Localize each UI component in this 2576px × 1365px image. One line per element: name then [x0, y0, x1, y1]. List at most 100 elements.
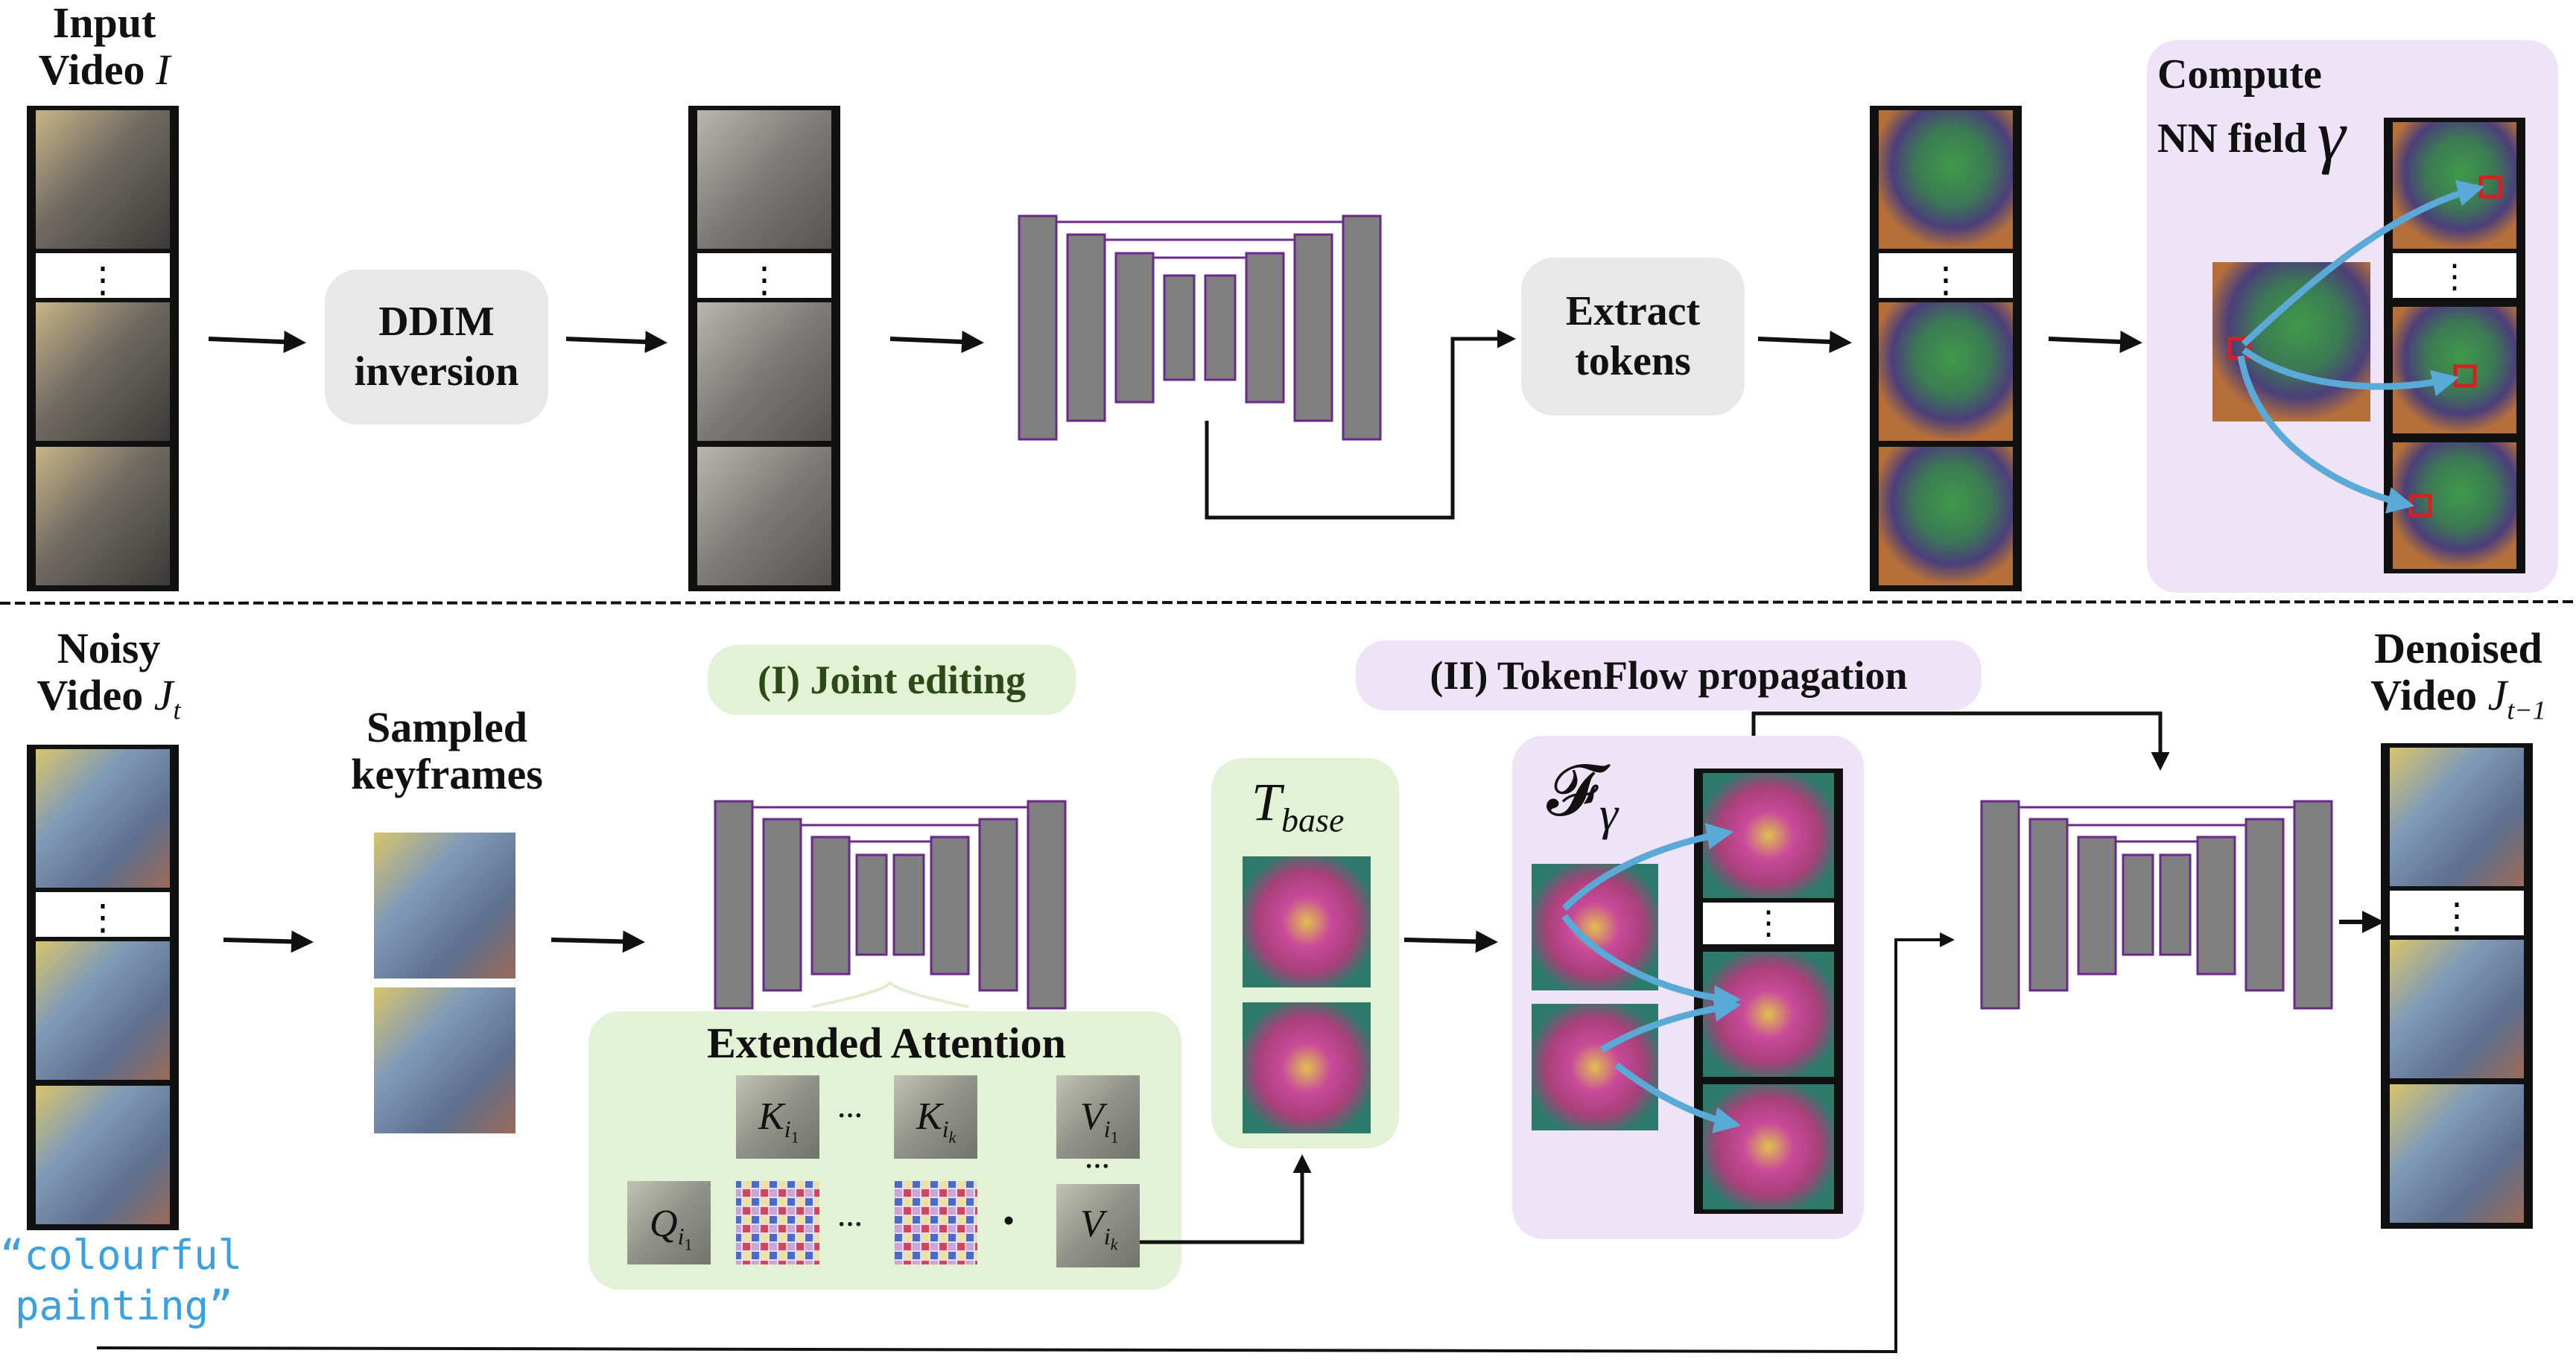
unet-top [1018, 214, 1382, 441]
k-last-label: Kik [916, 1095, 956, 1148]
input-video-line2: Video [38, 45, 145, 94]
feature-filmstrip: ⋮ [1870, 106, 2022, 591]
noisy-video-subscript: t [173, 695, 181, 725]
svg-text:⋮: ⋮ [2438, 258, 2471, 295]
input-frame-1 [36, 110, 170, 249]
extract-tokens-box: Extract tokens [1521, 258, 1745, 416]
tokenflow-propagation-pill: (II) TokenFlow propagation [1356, 640, 1982, 710]
svg-text:⋮: ⋮ [2439, 897, 2475, 936]
svg-text:⋮: ⋮ [746, 261, 782, 300]
input-video-filmstrip: ⋮ [27, 106, 179, 591]
unet-joint-editing [714, 800, 1067, 1010]
text-prompt: “colourful painting” [0, 1230, 243, 1331]
k-last-sub: i [942, 1116, 949, 1143]
svg-text:⋮: ⋮ [1752, 905, 1785, 941]
k-first-subsub: 1 [790, 1127, 799, 1147]
tokenflow-propagation-text: (II) TokenFlow propagation [1430, 652, 1908, 698]
k-last-subsub: k [948, 1127, 957, 1147]
ddim-inversion-box: DDIM inversion [325, 270, 548, 424]
k-first-sub: i [784, 1116, 791, 1143]
compute-nn-line2: NN field [2157, 115, 2307, 162]
f-gamma-label: 𝓕γ [1546, 749, 1618, 841]
q-sub: i [677, 1223, 685, 1250]
sampled-keyframes-line2: keyframes [351, 749, 543, 798]
v-last-tile [1056, 1184, 1140, 1267]
tokenflow-arrows [1561, 823, 1742, 1133]
v-last-sub: i [1103, 1223, 1111, 1250]
v-first-label: Vi1 [1080, 1095, 1119, 1148]
v-last-sym: V [1080, 1203, 1104, 1245]
t-base-label: Tbase [1251, 771, 1344, 839]
f-gamma-symbol: 𝓕 [1546, 751, 1599, 830]
compute-nn-symbol: γ [2317, 95, 2346, 176]
k-first-label: Ki1 [758, 1095, 799, 1148]
v-first-tile [1056, 1075, 1140, 1159]
v-first-sub: i [1103, 1116, 1111, 1143]
k-last-tile [894, 1075, 977, 1159]
extended-attention-title: Extended Attention [707, 1019, 1066, 1067]
inverted-video-filmstrip: ⋮ [688, 106, 840, 591]
q-label: Qi1 [650, 1202, 692, 1255]
f-gamma-subscript: γ [1599, 787, 1619, 841]
input-video-symbol: I [156, 45, 171, 94]
keyframe-2 [374, 987, 515, 1133]
denoised-video-subscript: t−1 [2507, 695, 2546, 725]
prompt-line1: “colourful [0, 1232, 243, 1279]
q-tile [627, 1181, 711, 1264]
extract-tokens-line1: Extract [1565, 287, 1701, 334]
v-last-subsub: k [1110, 1235, 1118, 1254]
v-first-sym: V [1080, 1095, 1104, 1138]
noisy-video-symbol: J [153, 670, 174, 719]
v-last-label: Vik [1080, 1202, 1117, 1255]
compute-nn-field-label: Compute NN field γ [2157, 52, 2381, 174]
joint-editing-text: (I) Joint editing [757, 657, 1027, 702]
noisy-video-line2-row: Video Jt [27, 672, 191, 725]
extract-tokens-text: Extract tokens [1566, 287, 1700, 386]
noisy-video-filmstrip: ⋮ [27, 745, 179, 1230]
tokenflow-key-2 [1532, 1004, 1658, 1130]
attention-map-k [894, 1181, 977, 1264]
prompt-line2: painting” [15, 1282, 233, 1329]
denoised-video-line2: Video [2370, 670, 2478, 719]
denoised-video-line2-row: Video Jt−1 [2347, 672, 2570, 725]
svg-text:⋮: ⋮ [1928, 261, 1964, 300]
denoised-video-filmstrip: ⋮ [2381, 743, 2533, 1229]
k-first-sym: K [758, 1095, 784, 1138]
k-last-sym: K [916, 1095, 942, 1138]
v-first-subsub: 1 [1110, 1127, 1119, 1147]
nn-flow-arrows [2237, 179, 2484, 514]
nn-query-frame [2212, 262, 2370, 421]
q-sym: Q [650, 1203, 678, 1245]
v-ellipsis: ··· [1085, 1153, 1111, 1180]
attention-map-1 [736, 1181, 819, 1264]
noisy-video-line2: Video [37, 670, 144, 719]
input-frame-2 [36, 302, 170, 441]
extract-tokens-line2: tokens [1575, 338, 1691, 384]
svg-text:⋮: ⋮ [85, 261, 121, 300]
attn-ellipsis: ··· [837, 1211, 863, 1238]
dot-product: • [1003, 1201, 1015, 1239]
t-base-frame-2 [1243, 1002, 1371, 1133]
denoised-video-line1: Denoised [2374, 624, 2542, 672]
compute-nn-line2-row: NN field γ [2157, 97, 2381, 174]
sampled-keyframes-line1: Sampled [367, 703, 527, 751]
input-video-label: Input Video I [30, 0, 179, 93]
k-first-tile [736, 1075, 819, 1159]
joint-editing-pill: (I) Joint editing [708, 645, 1076, 715]
input-frame-3 [36, 447, 170, 585]
t-base-frame-1 [1243, 856, 1371, 987]
ddim-inversion-line2: inversion [354, 349, 519, 395]
sampled-keyframes-label: Sampled keyframes [328, 704, 566, 798]
denoised-video-label: Denoised Video Jt−1 [2347, 624, 2570, 725]
row-divider [0, 600, 2576, 605]
t-base-symbol: T [1251, 772, 1282, 832]
unet-denoise [1980, 800, 2333, 1010]
svg-text:⋮: ⋮ [85, 898, 121, 938]
keyframe-1 [374, 833, 515, 979]
denoised-video-symbol: J [2487, 670, 2507, 719]
q-subsub: 1 [684, 1235, 693, 1254]
ddim-inversion-line1: DDIM [378, 298, 495, 345]
t-base-subscript: base [1281, 801, 1345, 839]
input-video-line1: Input [52, 0, 156, 47]
